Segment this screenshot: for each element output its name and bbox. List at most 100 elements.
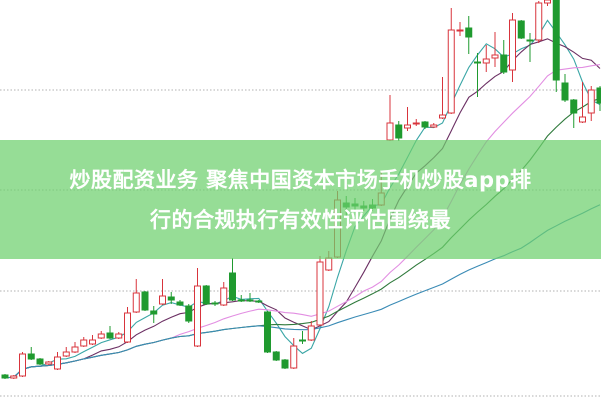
candle-down — [500, 40, 508, 74]
candle-up — [447, 8, 455, 114]
candle-body — [412, 122, 420, 125]
candle-down — [167, 292, 175, 304]
candle-body — [97, 333, 105, 339]
candle-body — [167, 296, 175, 301]
candle-body — [272, 351, 280, 361]
candle-up — [491, 32, 499, 67]
ma10-line — [4, 38, 601, 379]
candle-body — [474, 61, 481, 64]
candle-body — [194, 285, 201, 347]
candle-body — [185, 305, 193, 322]
candle-down — [299, 331, 306, 344]
candle-down — [421, 121, 429, 129]
candle-body — [544, 0, 551, 4]
candle-body — [89, 339, 96, 345]
candle-body — [482, 58, 490, 64]
candle-body — [71, 346, 79, 353]
candle-up — [19, 352, 26, 377]
candle-body — [45, 361, 53, 365]
candle-body — [229, 272, 236, 301]
candle-down — [552, 0, 560, 92]
candle-body — [255, 300, 263, 303]
candle-body — [36, 358, 44, 365]
candle-body — [491, 54, 499, 59]
candle-body — [115, 333, 123, 339]
candle-up — [544, 0, 551, 6]
candle-up — [45, 361, 53, 365]
candle-body — [159, 295, 166, 305]
candle-body — [517, 20, 525, 39]
candle-up — [439, 77, 446, 119]
candle-body — [325, 257, 333, 271]
candle-body — [465, 27, 473, 38]
candle-down — [185, 304, 193, 323]
candle-down — [255, 300, 263, 303]
candle-up — [220, 282, 228, 306]
candle-down — [106, 326, 114, 339]
candle-up — [482, 45, 490, 72]
candle-body — [596, 87, 601, 104]
candle-up — [430, 123, 438, 128]
candle-body — [552, 0, 560, 81]
candle-up — [456, 22, 464, 36]
candle-body — [220, 287, 228, 306]
candle-down — [264, 311, 271, 353]
candle-body — [10, 375, 18, 379]
candle-body — [307, 325, 315, 341]
candle-up — [97, 331, 105, 339]
candle-body — [579, 116, 586, 123]
candle-body — [237, 299, 245, 302]
candle-up — [579, 82, 586, 123]
candle-body — [587, 89, 595, 114]
candle-up — [194, 268, 201, 347]
candle-body — [124, 312, 131, 343]
candle-body — [19, 353, 26, 377]
candle-body — [299, 339, 306, 342]
ma5-line — [4, 19, 601, 379]
candle-body — [316, 261, 324, 326]
candle-down — [596, 86, 601, 111]
article-title-line-1: 炒股配资业务 聚焦中国资本市场手机炒股app排 — [69, 167, 532, 192]
candle-up — [404, 107, 411, 131]
candle-down — [229, 258, 236, 301]
candle-up — [80, 337, 88, 347]
candle-up — [587, 86, 595, 121]
candle-body — [535, 2, 543, 41]
candle-body — [395, 124, 403, 139]
candle-up — [89, 335, 96, 345]
candle-body — [264, 311, 271, 353]
candle-down — [141, 291, 149, 311]
title-banner: 炒股配资业务 聚焦中国资本市场手机炒股app排 行的合规执行有效性评估围绕最 — [0, 140, 601, 259]
candle-up — [62, 347, 70, 357]
candle-up — [10, 375, 18, 379]
candle-body — [281, 359, 289, 369]
candle-body — [246, 299, 254, 302]
candle-down — [561, 74, 569, 102]
candle-up — [509, 13, 516, 82]
candle-body — [386, 122, 394, 141]
candle-up — [115, 332, 123, 339]
candle-down — [474, 53, 481, 97]
candle-body — [106, 332, 114, 339]
candle-down — [237, 295, 245, 302]
candle-down — [27, 347, 35, 360]
candle-down — [150, 306, 158, 323]
candle-down — [272, 351, 280, 361]
candle-body — [447, 29, 455, 114]
candle-body — [439, 114, 446, 119]
candle-down — [1, 374, 9, 379]
candle-body — [62, 351, 70, 357]
candle-body — [202, 285, 210, 305]
article-title-line-2: 行的合规执行有效性评估围绕最 — [150, 207, 451, 232]
candle-body — [526, 39, 534, 42]
candle-up — [159, 279, 166, 305]
candle-body — [456, 29, 464, 32]
candle-down — [570, 99, 578, 128]
candle-body — [211, 302, 219, 305]
candle-up — [316, 256, 324, 326]
candle-body — [80, 339, 88, 347]
candle-body — [570, 99, 578, 114]
candle-up — [71, 342, 79, 353]
candle-up — [132, 279, 140, 313]
